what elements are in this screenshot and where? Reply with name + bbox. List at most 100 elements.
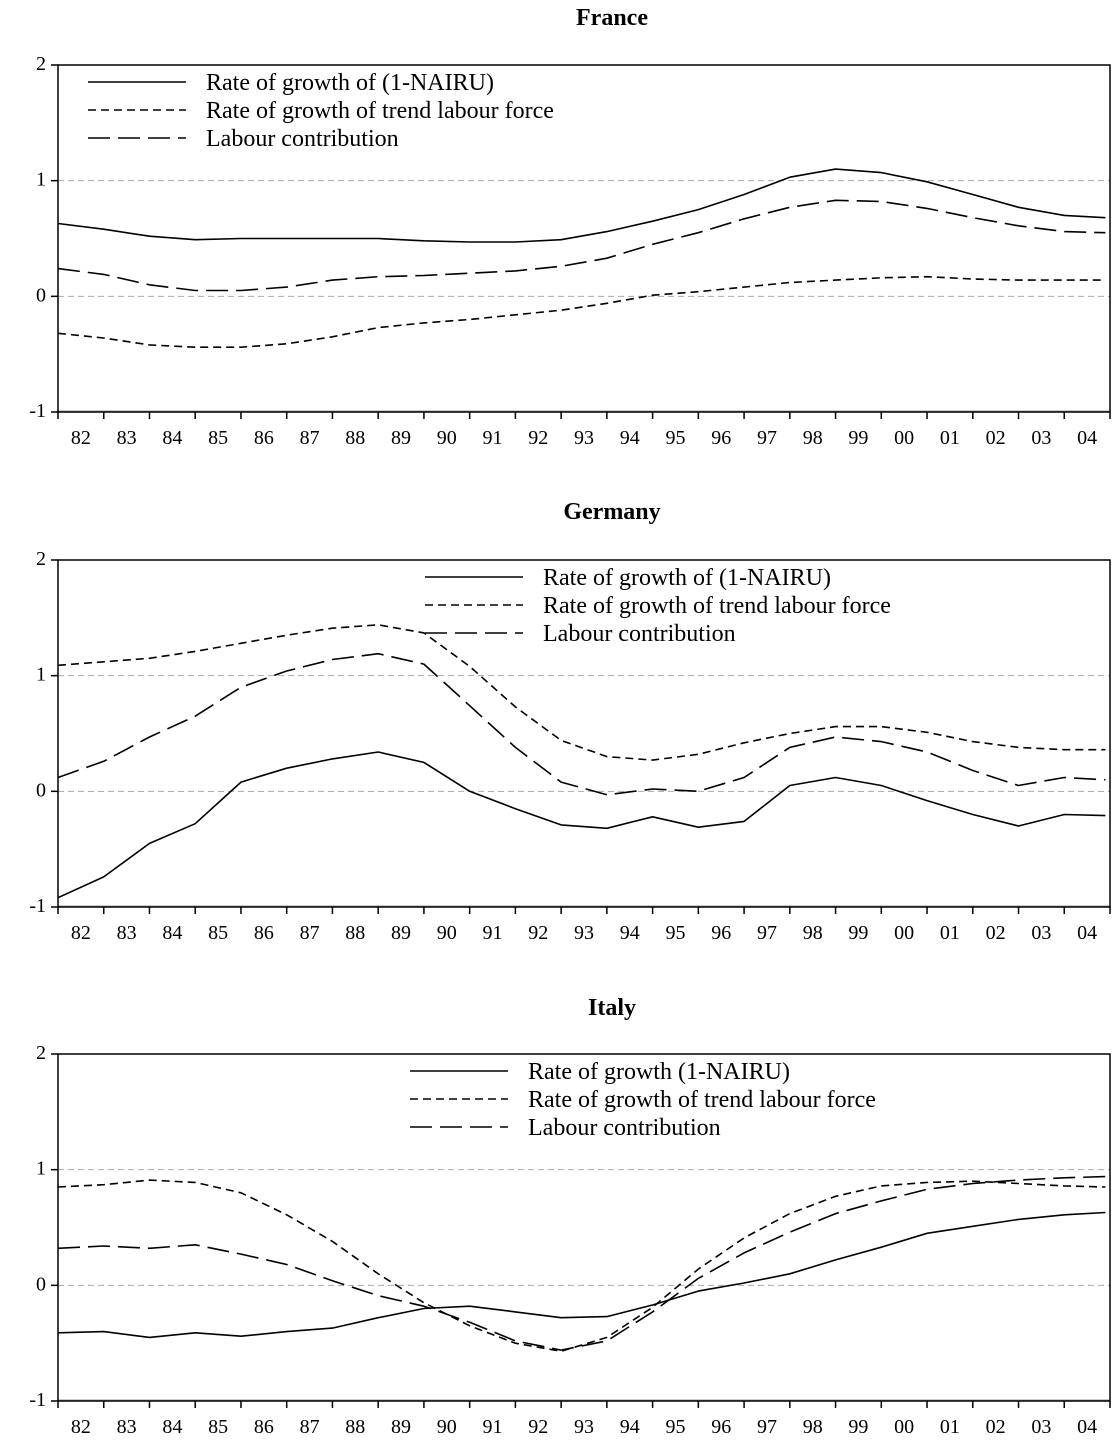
- x-tick-label: 86: [254, 922, 274, 944]
- series-line: [57, 652, 1106, 796]
- x-tick-label: 87: [300, 922, 320, 944]
- x-tick-label: 98: [803, 1416, 823, 1438]
- y-tick-label: 0: [36, 1273, 46, 1295]
- x-tick-label: 03: [1031, 427, 1051, 449]
- x-tick-label: 87: [300, 1416, 320, 1438]
- x-tick-label: 87: [300, 427, 320, 449]
- y-tick-label: 1: [36, 664, 46, 686]
- y-tick-label: 1: [36, 169, 46, 191]
- x-tick-label: 83: [117, 427, 137, 449]
- x-tick-label: 99: [848, 1416, 868, 1438]
- plot-frame: [57, 64, 1111, 413]
- x-tick-label: 86: [254, 427, 274, 449]
- x-tick-label: 89: [391, 1416, 411, 1438]
- x-tick-label: 04: [1077, 922, 1097, 944]
- series-line: [57, 1175, 1106, 1351]
- plot-frame: [57, 559, 1111, 908]
- x-tick-label: 97: [757, 922, 777, 944]
- y-tick-label: 2: [36, 1042, 46, 1064]
- x-tick-label: 88: [345, 427, 365, 449]
- x-tick-label: 91: [483, 427, 503, 449]
- series-line: [57, 168, 1106, 243]
- legend-label: Labour contribution: [206, 126, 399, 152]
- x-tick-label: 90: [437, 427, 457, 449]
- x-tick-label: 84: [162, 427, 182, 449]
- x-tick-label: 92: [528, 427, 548, 449]
- legend-label: Rate of growth of (1-NAIRU): [543, 565, 831, 591]
- x-tick-label: 88: [345, 1416, 365, 1438]
- x-tick-label: 96: [711, 1416, 731, 1438]
- y-tick-label: -1: [29, 400, 46, 422]
- legend-label: Rate of growth of (1-NAIRU): [206, 70, 494, 96]
- x-tick-label: 02: [986, 1416, 1006, 1438]
- x-tick-label: 93: [574, 922, 594, 944]
- x-tick-label: 01: [940, 922, 960, 944]
- x-tick-label: 99: [848, 427, 868, 449]
- x-tick-label: 01: [940, 427, 960, 449]
- x-tick-label: 97: [757, 427, 777, 449]
- x-tick-label: 85: [208, 427, 228, 449]
- y-tick-label: 1: [36, 1158, 46, 1180]
- y-tick-label: 0: [36, 779, 46, 801]
- x-tick-label: 02: [986, 427, 1006, 449]
- x-tick-label: 84: [162, 922, 182, 944]
- legend-label: Rate of growth of trend labour force: [528, 1087, 876, 1113]
- x-tick-label: 00: [894, 922, 914, 944]
- x-tick-label: 89: [391, 427, 411, 449]
- x-tick-label: 04: [1077, 1416, 1097, 1438]
- x-tick-label: 95: [665, 1416, 685, 1438]
- legend-label: Labour contribution: [528, 1115, 721, 1141]
- x-tick-label: 83: [117, 1416, 137, 1438]
- legend-label: Rate of growth of trend labour force: [206, 98, 554, 124]
- legend-label: Rate of growth (1-NAIRU): [528, 1059, 790, 1085]
- x-tick-label: 97: [757, 1416, 777, 1438]
- y-tick-label: -1: [29, 1389, 46, 1411]
- x-tick-label: 03: [1031, 922, 1051, 944]
- x-tick-label: 02: [986, 922, 1006, 944]
- x-tick-label: 82: [71, 427, 91, 449]
- x-tick-label: 83: [117, 922, 137, 944]
- x-tick-label: 96: [711, 427, 731, 449]
- x-tick-label: 82: [71, 1416, 91, 1438]
- x-tick-label: 91: [483, 922, 503, 944]
- plot-frame: [57, 1053, 1111, 1402]
- series-line: [57, 1179, 1106, 1353]
- x-tick-label: 85: [208, 922, 228, 944]
- x-tick-label: 00: [894, 1416, 914, 1438]
- y-tick-label: 2: [36, 53, 46, 75]
- series-line: [57, 1211, 1106, 1339]
- x-tick-label: 88: [345, 922, 365, 944]
- x-tick-label: 90: [437, 922, 457, 944]
- x-tick-label: 95: [665, 922, 685, 944]
- series-line: [57, 624, 1106, 761]
- x-tick-label: 94: [620, 427, 640, 449]
- legend-label: Rate of growth of trend labour force: [543, 593, 891, 619]
- x-tick-label: 99: [848, 922, 868, 944]
- y-tick-label: 2: [36, 548, 46, 570]
- y-tick-label: 0: [36, 284, 46, 306]
- x-tick-label: 94: [620, 1416, 640, 1438]
- chart-title: Italy: [588, 995, 636, 1021]
- x-tick-label: 91: [483, 1416, 503, 1438]
- chart-title: Germany: [563, 499, 660, 525]
- series-line: [57, 275, 1106, 348]
- legend-label: Labour contribution: [543, 621, 736, 647]
- x-tick-label: 82: [71, 922, 91, 944]
- chart-title: France: [576, 5, 648, 31]
- x-tick-label: 03: [1031, 1416, 1051, 1438]
- x-tick-label: 04: [1077, 427, 1097, 449]
- x-tick-label: 86: [254, 1416, 274, 1438]
- x-tick-label: 98: [803, 922, 823, 944]
- x-tick-label: 92: [528, 1416, 548, 1438]
- y-tick-label: -1: [29, 895, 46, 917]
- x-tick-label: 92: [528, 922, 548, 944]
- x-tick-label: 96: [711, 922, 731, 944]
- series-line: [57, 199, 1106, 292]
- series-line: [57, 751, 1106, 899]
- x-tick-label: 84: [162, 1416, 182, 1438]
- x-tick-label: 89: [391, 922, 411, 944]
